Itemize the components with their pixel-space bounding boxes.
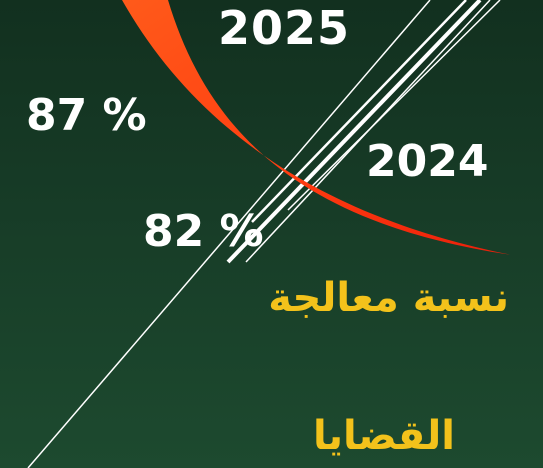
diagonal-line [226,0,482,264]
caption-line-1: نسبة معالجة [268,275,509,321]
diagonal-line [251,0,467,223]
year-previous: 2024 [366,136,489,187]
diagonal-line [27,0,431,468]
year-current: 2025 [218,1,351,55]
rate-previous: 82 % [143,206,264,257]
red-arc [122,0,512,255]
diagonal-line [287,0,501,211]
rate-current: 87 % [26,90,147,141]
caption-line-2: القضايا [313,413,455,459]
